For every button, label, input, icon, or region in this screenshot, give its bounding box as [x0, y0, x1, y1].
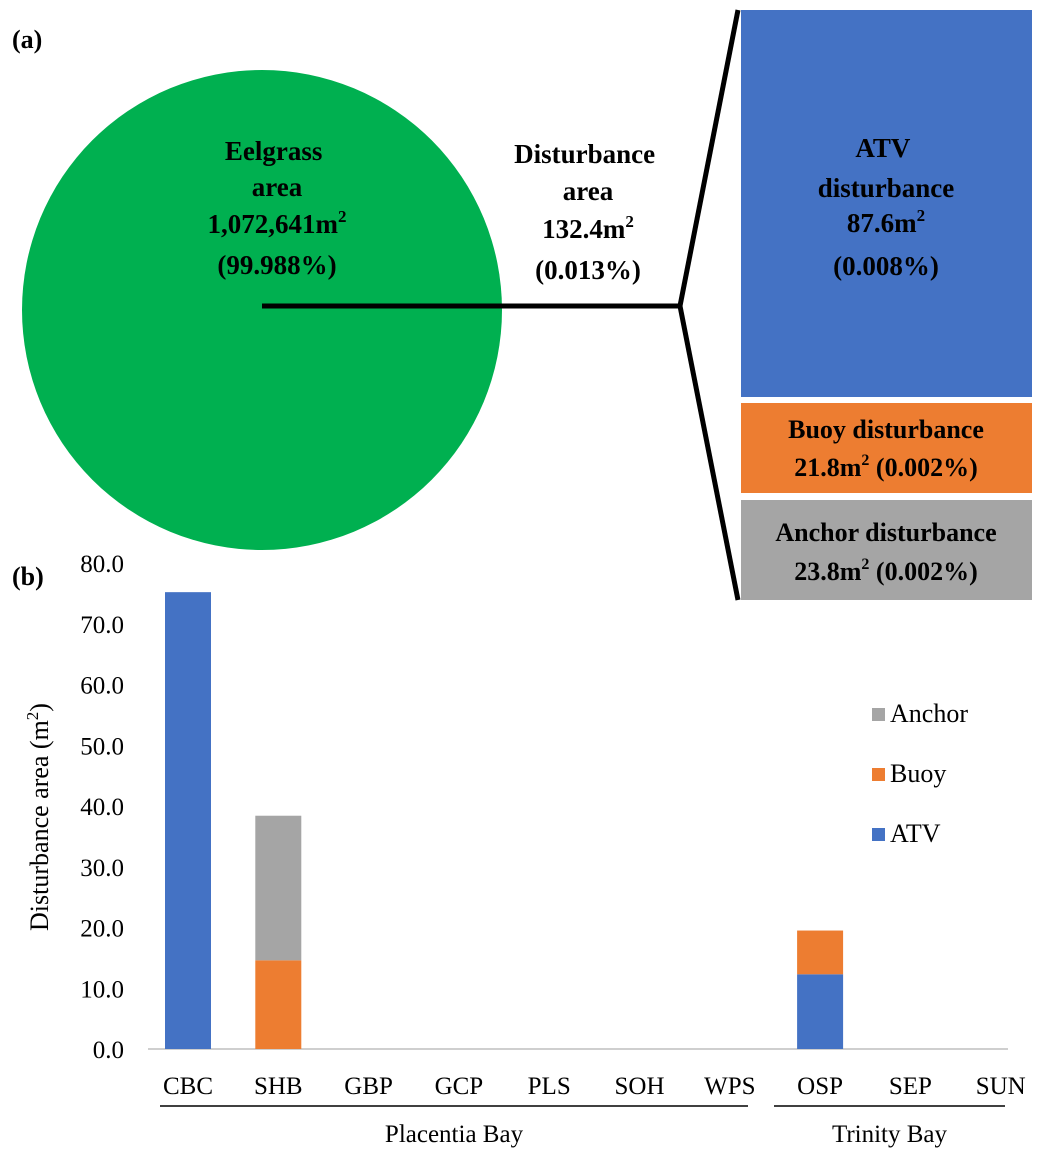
eelgrass-area-number: 1,072,641m [208, 209, 339, 239]
x-tick-label: PLS [528, 1073, 571, 1100]
x-axis-ticks: CBC SHB GBP GCP PLS SOH WPS OSP SEP SUN [163, 1073, 1026, 1100]
atv-block-percent: (0.008%) [833, 251, 939, 281]
x-tick-label: GBP [344, 1073, 393, 1100]
y-tick-label: 80.0 [80, 551, 124, 578]
anchor-block-number: 23.8m [794, 557, 862, 586]
x-tick-label: WPS [704, 1073, 755, 1100]
buoy-block-number: 21.8m [794, 453, 862, 482]
category-groups: Placentia Bay Trinity Bay [160, 1105, 1005, 1148]
anchor-block-title: Anchor disturbance [775, 518, 996, 547]
legend: Anchor Buoy ATV [872, 699, 968, 848]
disturbance-area-value: 132.4m2 [542, 212, 634, 244]
disturbance-label-line1: Disturbance [514, 139, 655, 169]
legend-label-atv: ATV [890, 819, 941, 848]
buoy-block-title: Buoy disturbance [788, 415, 984, 444]
anchor-block-percent: (0.002%) [869, 557, 977, 586]
x-tick-label: SUN [976, 1073, 1026, 1100]
anchor-block-sup: 2 [861, 556, 869, 573]
bar-cbc-atv [165, 592, 211, 1049]
x-tick-label: CBC [163, 1073, 213, 1100]
atv-disturbance-block [741, 10, 1032, 397]
eelgrass-area-sup: 2 [338, 207, 347, 226]
anchor-disturbance-block [741, 500, 1032, 600]
group-label: Placentia Bay [385, 1121, 524, 1148]
y-axis-title-text: Disturbance area (m [25, 720, 54, 931]
y-tick-label: 20.0 [80, 916, 124, 943]
atv-block-sup: 2 [917, 206, 926, 225]
disturbance-label-line2: area [563, 176, 614, 206]
atv-block-area: 87.6m2 [847, 206, 925, 238]
buoy-disturbance-block [741, 403, 1032, 493]
y-tick-label: 10.0 [80, 976, 124, 1003]
eelgrass-label-line2: area [252, 172, 303, 202]
x-tick-label: OSP [797, 1073, 843, 1100]
eelgrass-area-value: 1,072,641m2 [208, 207, 347, 239]
zoom-line-top [677, 9, 741, 307]
bar-shb-anchor [255, 815, 302, 961]
atv-block-line1: ATV [855, 133, 911, 163]
legend-label-anchor: Anchor [890, 699, 968, 728]
y-tick-label: 40.0 [80, 794, 124, 821]
disturbance-percent: (0.013%) [535, 255, 641, 285]
atv-block-label: ATV disturbance [818, 133, 955, 203]
x-tick-label: SOH [614, 1073, 664, 1100]
buoy-block-sup: 2 [861, 452, 869, 469]
bar-osp-buoy [797, 930, 844, 975]
x-tick-label: GCP [435, 1073, 484, 1100]
x-tick-label: SEP [889, 1073, 932, 1100]
y-axis-title: Disturbance area (m2) [23, 703, 54, 931]
stacked-bar-chart: 0.0 10.0 20.0 30.0 40.0 50.0 60.0 70.0 80.0 CBC S… [23, 551, 1026, 1148]
x-tick-label: SHB [254, 1073, 303, 1100]
disturbance-label: Disturbance area [514, 139, 662, 206]
eelgrass-label: Eelgrass area [225, 136, 329, 202]
panel-a-label: (a) [12, 25, 42, 54]
eelgrass-label-line1: Eelgrass [225, 136, 323, 166]
panel-b-label: (b) [12, 562, 44, 591]
y-axis-title-sup: 2 [23, 712, 42, 721]
disturbance-area-sup: 2 [625, 212, 634, 231]
zoom-line-bottom [677, 305, 741, 601]
legend-swatch-buoy [872, 768, 885, 781]
y-tick-label: 50.0 [80, 733, 124, 760]
atv-block-number: 87.6m [847, 208, 917, 238]
group-label: Trinity Bay [832, 1121, 948, 1148]
legend-swatch-atv [872, 828, 885, 841]
bars [165, 592, 844, 1049]
y-axis-title-close: ) [25, 703, 54, 712]
disturbance-area-number: 132.4m [542, 214, 626, 244]
buoy-block-percent: (0.002%) [869, 453, 977, 482]
legend-swatch-anchor [872, 708, 885, 721]
bar-osp-atv [797, 974, 844, 1049]
y-tick-label: 70.0 [80, 612, 124, 639]
atv-block-line2: disturbance [818, 173, 955, 203]
y-tick-label: 60.0 [80, 673, 124, 700]
legend-label-buoy: Buoy [890, 759, 946, 788]
bar-shb-buoy [255, 960, 302, 1049]
eelgrass-pie [22, 70, 502, 550]
eelgrass-percent: (99.988%) [217, 250, 336, 280]
y-axis-ticks: 0.0 10.0 20.0 30.0 40.0 50.0 60.0 70.0 80.0 [80, 551, 124, 1064]
y-tick-label: 0.0 [93, 1037, 124, 1064]
anchor-block-value: 23.8m2 (0.002%) [794, 556, 978, 586]
y-tick-label: 30.0 [80, 855, 124, 882]
buoy-block-value: 21.8m2 (0.002%) [794, 452, 978, 482]
